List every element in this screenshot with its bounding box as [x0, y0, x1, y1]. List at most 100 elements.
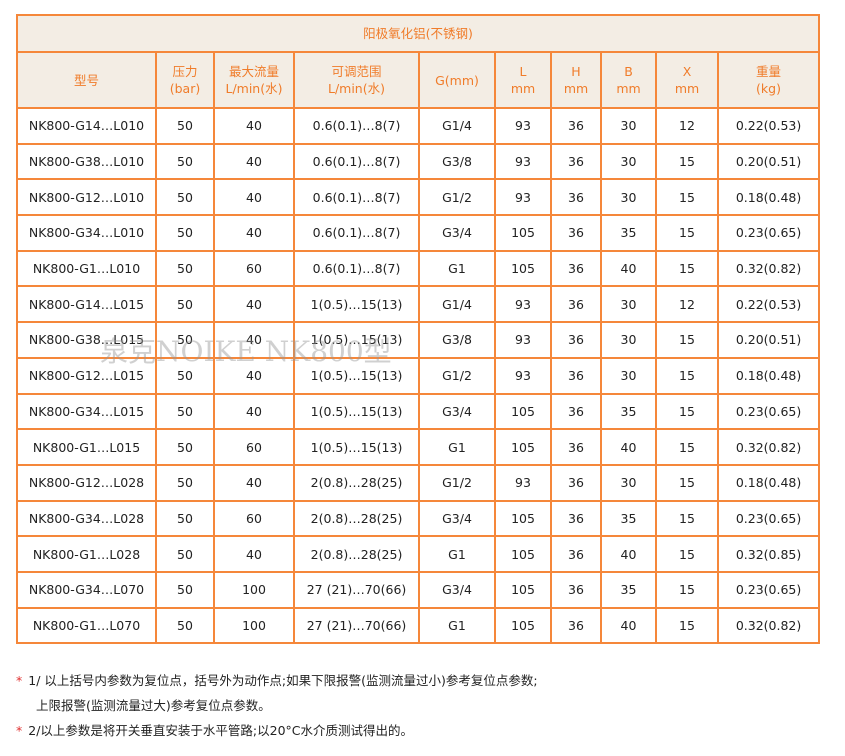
table-cell: 1(0.5)…15(13): [293, 392, 420, 431]
note-text: 上限报警(监测流量过大)参考复位点参数。: [36, 698, 271, 713]
table-cell: 50: [155, 214, 215, 252]
table-cell: 15: [655, 499, 719, 538]
table-cell: 93: [494, 142, 552, 181]
table-row: NK800-G12…L015 50 40 1(0.5)…15(13) G1/2 93 36 3…: [16, 356, 821, 395]
table-cell: 2(0.8)…28(25): [293, 499, 420, 538]
column-header-line: mm: [674, 81, 700, 96]
table-cell: NK800-G1…L010: [16, 249, 157, 288]
table-cell: 40: [600, 535, 657, 573]
column-header-line: L/min(水): [225, 81, 283, 96]
table-cell: 30: [600, 321, 657, 359]
table-cell: G1: [418, 606, 496, 645]
table-cell: 40: [600, 249, 657, 288]
table-cell: NK800-G34…L070: [16, 570, 157, 609]
table-cell: 0.23(0.65): [716, 499, 821, 538]
table-cell: 1(0.5)…15(13): [293, 321, 420, 359]
table-row: NK800-G38…L010 50 40 0.6(0.1)…8(7) G3/8 93 36 3…: [16, 142, 821, 181]
table-cell: 15: [655, 356, 719, 395]
table-cell: 0.18(0.48): [716, 178, 821, 217]
column-header-line: 重量: [756, 64, 782, 79]
column-header: G(mm): [418, 51, 496, 109]
table-row: NK800-G1…L010 50 60 0.6(0.1)…8(7) G1 105 36 40 1…: [16, 249, 821, 288]
table-cell: 40: [213, 214, 295, 252]
table-cell: 60: [213, 428, 295, 466]
table-cell: 15: [655, 535, 719, 573]
table-row: NK800-G34…L028 50 60 2(0.8)…28(25) G3/4 105 36…: [16, 499, 821, 538]
column-header-line: (kg): [756, 81, 781, 96]
table-cell: 93: [494, 356, 552, 395]
note-text: 2/以上参数是将开关垂直安装于水平管路;以20°C水介质测试得出的。: [28, 723, 414, 738]
table-cell: 60: [213, 499, 295, 538]
table-cell: 50: [155, 463, 215, 502]
table-cell: 0.23(0.65): [716, 570, 821, 609]
table-cell: 50: [155, 356, 215, 395]
table-cell: 0.23(0.65): [716, 392, 821, 431]
table-cell: 36: [550, 606, 602, 645]
table-cell: 50: [155, 570, 215, 609]
table-cell: 40: [213, 321, 295, 359]
table-row: NK800-G34…L010 50 40 0.6(0.1)…8(7) G3/4 105 36…: [16, 214, 821, 252]
table-cell: NK800-G14…L010: [16, 107, 157, 145]
table-cell: 36: [550, 142, 602, 181]
table-cell: 40: [213, 392, 295, 431]
table-cell: 105: [494, 606, 552, 645]
table-cell: 35: [600, 570, 657, 609]
table-cell: 40: [213, 535, 295, 573]
table-cell: 0.32(0.85): [716, 535, 821, 573]
table-cell: 30: [600, 463, 657, 502]
table-cell: 0.20(0.51): [716, 321, 821, 359]
note-1: * 1/ 以上括号内参数为复位点，括号外为动作点;如果下限报警(监测流量过小)参考…: [16, 668, 538, 693]
table-cell: NK800-G34…L010: [16, 214, 157, 252]
table-cell: G1: [418, 249, 496, 288]
table-cell: 27 (21)…70(66): [293, 606, 420, 645]
notes: * 1/ 以上括号内参数为复位点，括号外为动作点;如果下限报警(监测流量过小)参考…: [16, 668, 538, 743]
table-row: NK800-G12…L028 50 40 2(0.8)…28(25) G1/2 93 36 3…: [16, 463, 821, 502]
note-2: * 2/以上参数是将开关垂直安装于水平管路;以20°C水介质测试得出的。: [16, 718, 538, 743]
table-cell: 27 (21)…70(66): [293, 570, 420, 609]
table-cell: 36: [550, 249, 602, 288]
column-header-line: 最大流量: [228, 64, 279, 79]
column-header-line: (bar): [169, 81, 201, 96]
table-cell: 36: [550, 499, 602, 538]
table-cell: 0.18(0.48): [716, 356, 821, 395]
table-cell: 15: [655, 606, 719, 645]
table-cell: 35: [600, 214, 657, 252]
table-cell: 15: [655, 428, 719, 466]
table-cell: 0.6(0.1)…8(7): [293, 107, 420, 145]
column-header: 可调范围 L/min(水): [293, 51, 420, 109]
column-header-line: 型号: [73, 72, 99, 88]
column-header-line: 可调范围: [331, 64, 382, 79]
table-cell: 0.6(0.1)…8(7): [293, 249, 420, 288]
table-cell: 36: [550, 107, 602, 145]
asterisk: *: [16, 723, 23, 738]
table-cell: 50: [155, 428, 215, 466]
table-cell: NK800-G34…L028: [16, 499, 157, 538]
table-cell: 15: [655, 249, 719, 288]
table-cell: 50: [155, 499, 215, 538]
table-cell: NK800-G12…L028: [16, 463, 157, 502]
column-header-line: X: [682, 64, 692, 79]
table-cell: 50: [155, 249, 215, 288]
note-1-cont: 上限报警(监测流量过大)参考复位点参数。: [16, 693, 538, 718]
table-cell: 40: [213, 178, 295, 217]
table-cell: 12: [655, 285, 719, 324]
table-cell: 40: [600, 606, 657, 645]
table-cell: 50: [155, 142, 215, 181]
table-cell: 0.32(0.82): [716, 606, 821, 645]
table-cell: 15: [655, 214, 719, 252]
table-cell: 2(0.8)…28(25): [293, 535, 420, 573]
table-cell: NK800-G1…L070: [16, 606, 157, 645]
table-cell: G3/4: [418, 570, 496, 609]
column-header: 最大流量 L/min(水): [213, 51, 295, 109]
table-cell: G3/8: [418, 142, 496, 181]
note-text: 1/ 以上括号内参数为复位点，括号外为动作点;如果下限报警(监测流量过小)参考复…: [28, 673, 538, 688]
table-row: NK800-G34…L015 50 40 1(0.5)…15(13) G3/4 105 36…: [16, 392, 821, 431]
column-header: 压力 (bar): [155, 51, 215, 109]
table-cell: 105: [494, 392, 552, 431]
column-header-line: mm: [563, 81, 589, 96]
column-header-line: 压力: [172, 64, 198, 79]
table-cell: 93: [494, 285, 552, 324]
table-cell: 50: [155, 535, 215, 573]
table-cell: 0.22(0.53): [716, 285, 821, 324]
